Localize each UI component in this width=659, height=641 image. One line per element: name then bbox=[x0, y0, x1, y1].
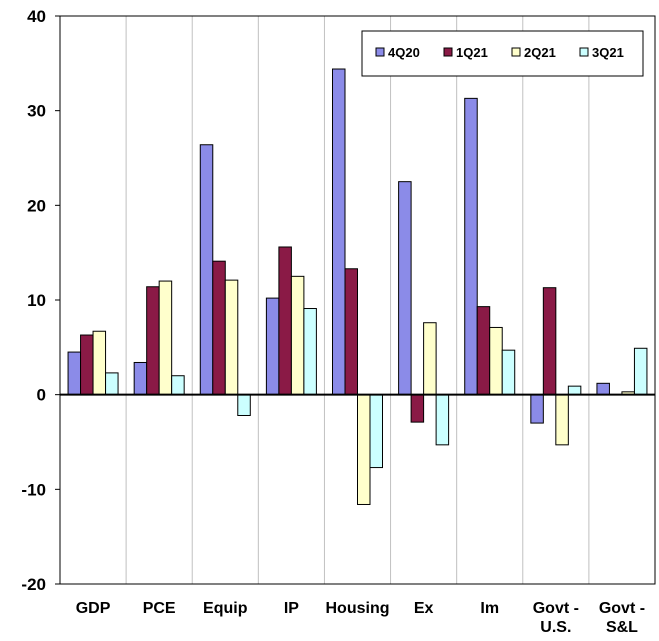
bar-3q21-gdp bbox=[105, 372, 119, 396]
bar-3q21-govt-s-l bbox=[633, 347, 648, 396]
bar-3q21-equip bbox=[237, 394, 251, 416]
y-tick-label: -20 bbox=[21, 575, 46, 594]
y-tick-label: 30 bbox=[27, 102, 46, 121]
bar-4q20-govt-u-s- bbox=[530, 394, 544, 424]
x-category-label: GDP bbox=[76, 600, 111, 617]
x-category-label: Govt - bbox=[599, 600, 645, 617]
bar-3q21-housing bbox=[369, 394, 383, 469]
bar-4q20-equip bbox=[199, 144, 214, 396]
legend-swatch bbox=[375, 47, 385, 57]
x-category-label: U.S. bbox=[540, 619, 571, 636]
bar-2q21-gdp bbox=[92, 330, 107, 396]
bar-3q21-ex bbox=[435, 394, 450, 446]
x-category-label: Housing bbox=[326, 600, 390, 617]
bar-1q21-pce bbox=[146, 286, 160, 396]
legend-label: 3Q21 bbox=[592, 45, 624, 60]
x-category-label: IP bbox=[284, 600, 299, 617]
bar-4q20-govt-s-l bbox=[596, 382, 610, 396]
legend-swatch bbox=[443, 47, 453, 57]
bar-3q21-ip bbox=[303, 308, 317, 396]
x-category-label: PCE bbox=[143, 600, 176, 617]
grid-lines bbox=[125, 16, 590, 584]
bar-1q21-ip bbox=[278, 246, 292, 396]
bars bbox=[67, 68, 648, 505]
bar-1q21-govt-u-s- bbox=[542, 287, 557, 396]
bar-2q21-govt-u-s- bbox=[555, 394, 569, 446]
legend-label: 1Q21 bbox=[456, 45, 488, 60]
bar-2q21-housing bbox=[357, 394, 371, 505]
legend-box bbox=[361, 30, 644, 77]
bar-1q21-ex bbox=[410, 394, 425, 423]
bar-4q20-gdp bbox=[67, 351, 82, 396]
y-tick-label: -10 bbox=[21, 480, 46, 499]
bar-1q21-equip bbox=[212, 260, 226, 396]
bar-1q21-im bbox=[476, 306, 491, 396]
y-tick-label: 0 bbox=[37, 386, 46, 405]
bar-4q20-pce bbox=[133, 361, 148, 396]
bar-2q21-im bbox=[489, 326, 503, 396]
bar-1q21-housing bbox=[344, 268, 358, 396]
bar-4q20-ip bbox=[265, 297, 280, 396]
legend-swatch bbox=[511, 47, 521, 57]
legend-swatch bbox=[579, 47, 589, 57]
bar-3q21-pce bbox=[171, 375, 185, 396]
bar-1q21-gdp bbox=[80, 334, 94, 396]
legend: 4Q20 1Q21 2Q21 3Q21 bbox=[361, 30, 644, 77]
bar-3q21-im bbox=[501, 349, 516, 396]
bar-4q20-housing bbox=[332, 68, 346, 396]
x-category-label: Ex bbox=[414, 600, 434, 617]
bar-2q21-ip bbox=[290, 275, 305, 396]
y-tick-label: 10 bbox=[27, 291, 46, 310]
bar-2q21-equip bbox=[224, 279, 239, 396]
y-tick-label: 20 bbox=[27, 196, 46, 215]
x-category-label: S&L bbox=[606, 619, 638, 636]
bar-2q21-ex bbox=[423, 322, 437, 396]
bar-4q20-im bbox=[464, 97, 478, 396]
bar-2q21-pce bbox=[158, 280, 173, 396]
axes: 40 30 20 10 0 -10 -20 GDP PCE Equip IP Housing Ex Im G… bbox=[21, 7, 656, 636]
bar-3q21-govt-u-s- bbox=[567, 385, 582, 396]
x-category-label: Equip bbox=[203, 600, 248, 617]
legend-label: 4Q20 bbox=[388, 45, 420, 60]
x-category-label: Govt - bbox=[533, 600, 579, 617]
legend-label: 2Q21 bbox=[524, 45, 556, 60]
x-category-label: Im bbox=[480, 600, 499, 617]
y-tick-label: 40 bbox=[27, 7, 46, 26]
bar-4q20-ex bbox=[398, 181, 412, 396]
